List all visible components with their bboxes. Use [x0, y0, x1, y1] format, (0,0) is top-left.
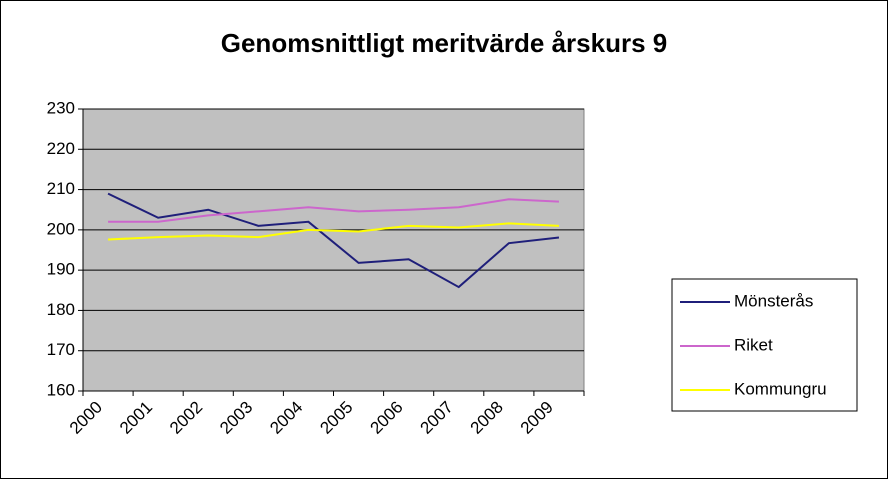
y-tick-label: 220 — [47, 139, 75, 158]
y-tick-label: 180 — [47, 300, 75, 319]
series-line — [107, 192, 560, 289]
series-line — [108, 222, 559, 241]
legend-label: Riket — [734, 335, 773, 354]
series-line — [108, 198, 559, 223]
y-tick-label: 170 — [47, 340, 75, 359]
chart-title: Genomsnittligt meritvärde årskurs 9 — [221, 28, 667, 58]
y-tick-label: 200 — [47, 219, 75, 238]
y-tick-label: 210 — [47, 179, 75, 198]
y-tick-label: 160 — [47, 380, 75, 399]
plot-area — [82, 108, 585, 392]
y-tick-label: 190 — [47, 260, 75, 279]
legend-label: Mönsterås — [734, 291, 813, 310]
y-tick-label: 230 — [47, 98, 75, 117]
legend-label: Kommungru — [734, 379, 827, 398]
